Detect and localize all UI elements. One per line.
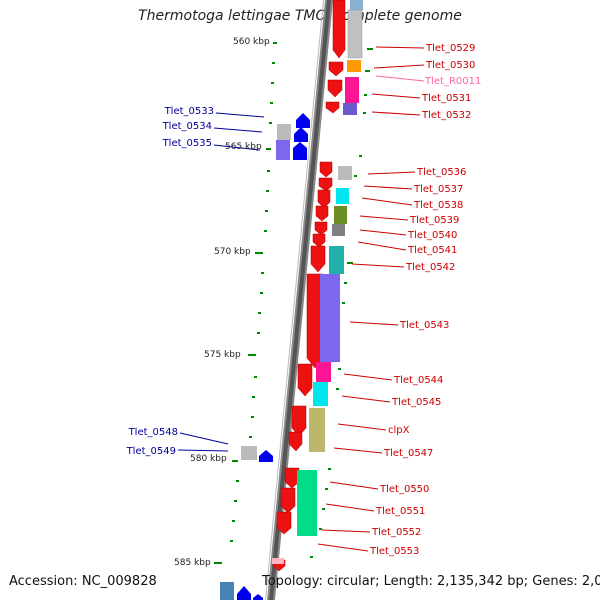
reverse-gene-features	[220, 113, 310, 600]
scale-label-580: 580 kbp	[190, 454, 227, 464]
scale-label-570: 570 kbp	[214, 247, 251, 257]
genome-backbone	[265, 0, 333, 600]
cog-feature-blocks	[272, 0, 363, 564]
accession-text: Accession: NC_009828	[9, 574, 157, 589]
left-leader-lines	[177, 112, 265, 452]
gene-label[interactable]: Tlet_0540	[407, 230, 457, 241]
gene-label[interactable]: Tlet_0531	[421, 93, 471, 104]
scale-label-575: 575 kbp	[204, 350, 241, 360]
gene-label[interactable]: Tlet_0536	[416, 167, 466, 178]
scale-label-560: 560 kbp	[233, 37, 270, 47]
gene-label[interactable]: Tlet_0530	[425, 60, 475, 71]
left-gene-labels: Tlet_0533 Tlet_0534 Tlet_0535 Tlet_0548 …	[126, 106, 214, 457]
right-leader-lines	[317, 46, 425, 552]
scale-label-585: 585 kbp	[174, 558, 211, 568]
gene-label[interactable]: Tlet_0553	[369, 546, 419, 557]
genome-summary-text: Topology: circular; Length: 2,135,342 bp…	[262, 574, 600, 589]
map-title: Thermotoga lettingae TMO, complete genom…	[138, 8, 462, 24]
right-gene-labels: Tlet_0529 Tlet_0530 Tlet_R0011 Tlet_0531…	[369, 43, 481, 557]
outer-tick-ring	[310, 48, 373, 558]
gene-label[interactable]: Tlet_0544	[393, 375, 443, 386]
gene-label[interactable]: Tlet_0549	[126, 446, 176, 457]
scale-label-565: 565 kbp	[225, 142, 262, 152]
gene-label[interactable]: Tlet_0543	[399, 320, 449, 331]
gene-label[interactable]: Tlet_0537	[413, 184, 463, 195]
gene-label[interactable]: Tlet_0532	[421, 110, 471, 121]
gene-label[interactable]: Tlet_0547	[383, 448, 433, 459]
gene-label[interactable]: Tlet_0538	[413, 200, 463, 211]
gene-label[interactable]: Tlet_0539	[409, 215, 459, 226]
gene-label[interactable]: Tlet_0534	[162, 121, 212, 132]
inner-tick-ring	[214, 42, 277, 564]
forward-gene-arrows	[272, 0, 346, 572]
gene-label[interactable]: clpX	[388, 425, 410, 436]
gene-label[interactable]: Tlet_0545	[391, 397, 441, 408]
gene-label[interactable]: Tlet_0548	[128, 427, 178, 438]
rna-gene-label[interactable]: Tlet_R0011	[424, 76, 481, 87]
gene-label[interactable]: Tlet_0535	[162, 138, 212, 149]
gene-label[interactable]: Tlet_0533	[164, 106, 214, 117]
gene-label[interactable]: Tlet_0551	[375, 506, 425, 517]
gene-label[interactable]: Tlet_0541	[407, 245, 457, 256]
gene-label[interactable]: Tlet_0542	[405, 262, 455, 273]
gene-label[interactable]: Tlet_0552	[371, 527, 421, 538]
gene-label[interactable]: Tlet_0529	[425, 43, 475, 54]
gene-label[interactable]: Tlet_0550	[379, 484, 429, 495]
scale-labels: 560 kbp 565 kbp 570 kbp 575 kbp 580 kbp …	[174, 37, 270, 568]
